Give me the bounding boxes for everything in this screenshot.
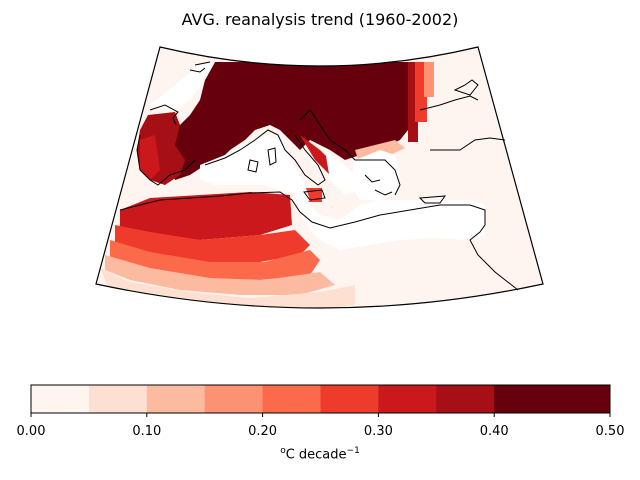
colorbar-segment (320, 385, 379, 413)
colorbar-tick-label: 0.00 (16, 424, 46, 439)
colorbar-tick-label: 0.10 (132, 424, 162, 439)
colorbar-unit-label: oC decade−1 (0, 446, 640, 462)
bay-of-biscay (150, 62, 215, 112)
ne-band-3 (424, 62, 434, 97)
coastlines (119, 61, 519, 291)
unit-degree: o (280, 446, 286, 456)
map-frame (95, 46, 544, 309)
colorbar-segment (436, 385, 495, 413)
colorbar-tick-label: 0.50 (595, 424, 625, 439)
colorbar-tick-label: 0.40 (479, 424, 509, 439)
colorbar-segment (88, 385, 148, 413)
map-title: AVG. reanalysis trend (1960-2002) (181, 10, 459, 29)
colorbar-segment (204, 385, 264, 413)
colorbar-tick-label: 0.30 (363, 424, 393, 439)
unit-main: C decade (285, 447, 347, 463)
north-africa-band-1 (120, 192, 292, 240)
north-africa-band-4 (105, 255, 335, 295)
western-mediterranean (200, 135, 310, 210)
north-africa-band-2 (115, 225, 310, 262)
colorbar-segment (552, 385, 611, 413)
colorbar-segment (378, 385, 437, 413)
iberia-west-trend (140, 135, 160, 180)
colorbar-frame (30, 384, 611, 414)
colorbar-segment (494, 385, 553, 413)
north-africa-band-3 (110, 240, 320, 280)
unit-exponent: −1 (346, 446, 360, 456)
eastern-mediterranean (292, 200, 485, 250)
colorbar-segment (146, 385, 206, 413)
ne-band-1 (408, 62, 418, 142)
colorbar-segment (262, 385, 321, 413)
trend-field (96, 47, 543, 308)
colorbar-segment (31, 385, 90, 413)
colorbar-tick-label: 0.20 (248, 424, 278, 439)
